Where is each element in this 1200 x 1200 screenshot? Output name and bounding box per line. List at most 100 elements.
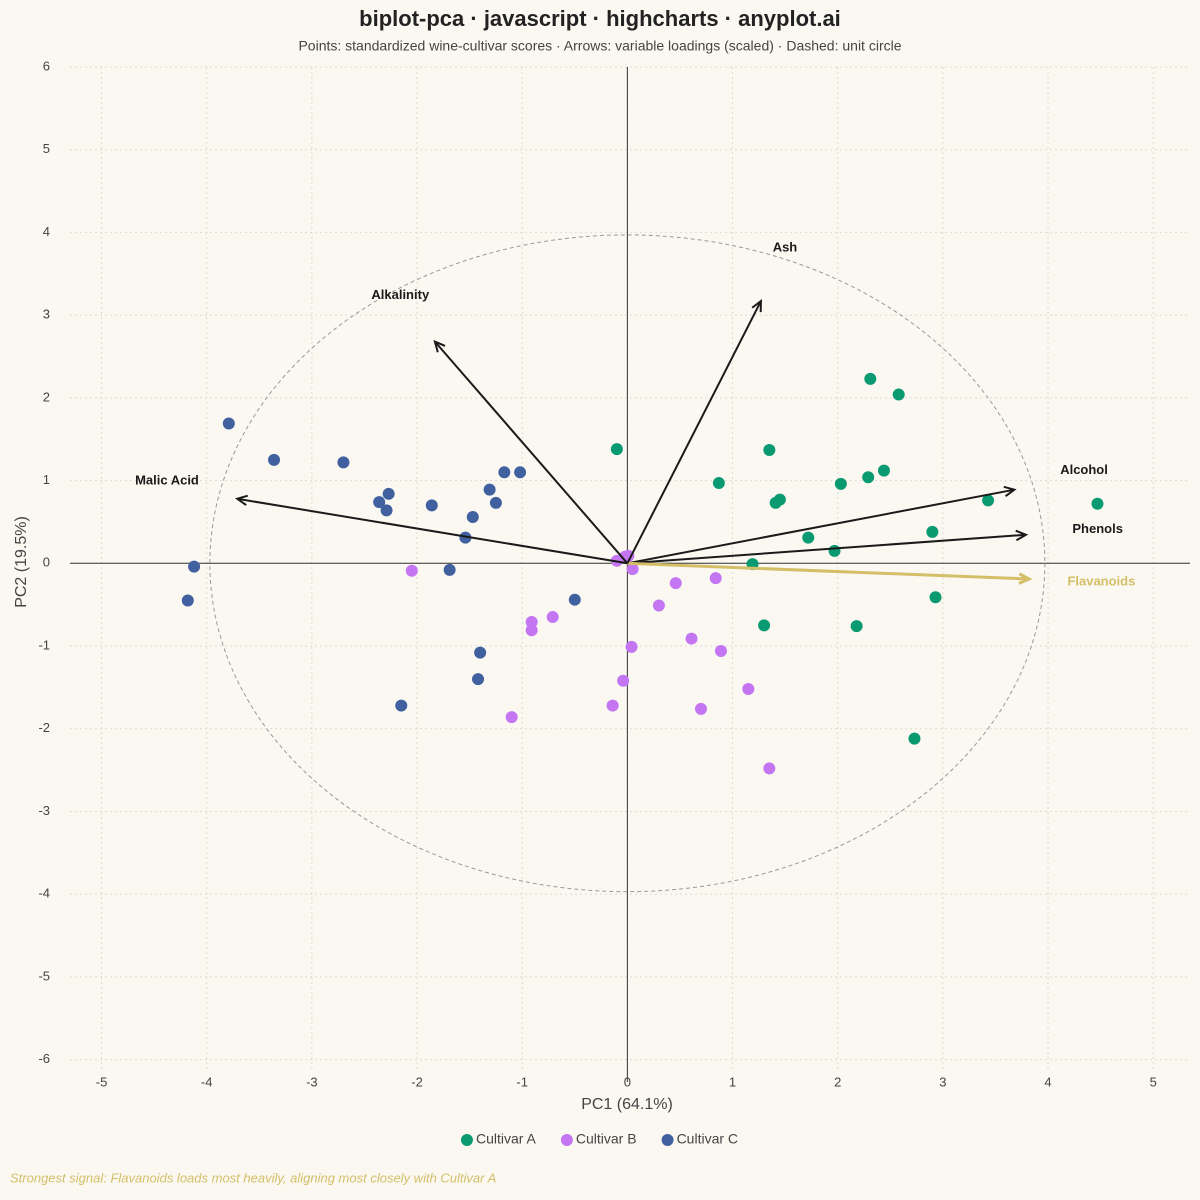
arrow-head [433,339,446,353]
y-tick-label: 2 [43,389,50,404]
legend-marker [661,1134,674,1146]
loading-label: Ash [773,239,798,254]
point [862,471,875,484]
point [709,572,722,585]
y-tick-label: -2 [38,720,50,735]
loading-label: Alcohol [1060,462,1108,477]
legend-label: Cultivar C [677,1131,738,1147]
point [622,549,635,562]
point [828,544,841,557]
point [877,464,890,477]
point [395,699,408,712]
x-tick-label: 4 [1044,1074,1051,1089]
loading-arrow [627,488,1015,565]
point [625,640,638,653]
point [425,499,438,512]
point [802,531,815,544]
point [472,673,485,686]
x-tick-label: -1 [516,1074,528,1089]
point [712,477,725,490]
point [926,525,939,538]
point [850,620,863,633]
point [834,477,847,490]
loading-label: Malic Acid [135,473,199,488]
point [268,453,281,466]
loading-arrow [627,561,1030,581]
arrow-head [1018,572,1033,585]
y-tick-label: 4 [43,224,50,239]
y-tick-label: -6 [38,1051,50,1066]
x-tick-label: 2 [834,1074,841,1089]
chart-subtitle: Points: standardized wine-cultivar score… [298,38,901,54]
legend-marker [460,1134,473,1146]
point [514,466,527,479]
point [382,487,395,500]
y-tick-label: -3 [38,803,50,818]
annotation: Strongest signal: Flavanoids loads most … [10,1170,496,1185]
point [652,599,665,612]
point [763,762,776,775]
arrow-head [234,494,249,506]
x-tick-label: -4 [201,1074,213,1089]
point [525,624,538,637]
chart-title: biplot-pca · javascript · highcharts · a… [359,6,841,31]
arrow-head [751,299,762,313]
loading-arrow [434,340,629,564]
point [188,560,201,573]
point [892,388,905,401]
y-tick-label: -5 [38,968,50,983]
point [459,531,472,544]
x-axis-label: PC1 (64.1%) [581,1096,673,1113]
point [466,510,479,523]
point [405,564,418,577]
point [380,504,393,517]
loading-arrow [627,533,1027,565]
arrow-head [1015,529,1029,542]
point [982,494,995,507]
point [337,456,350,469]
point [568,593,581,606]
point [669,577,682,590]
point [694,702,707,715]
point [181,594,194,607]
point [773,493,786,506]
point [763,443,776,456]
loading-label: Phenols [1072,521,1123,536]
point [908,732,921,745]
y-tick-label: 3 [43,307,50,322]
point [685,632,698,645]
legend-label: Cultivar B [576,1131,637,1147]
point [606,699,619,712]
point [714,644,727,657]
loading-arrow [237,497,628,565]
x-tick-label: 3 [939,1074,946,1089]
legend-item[interactable]: Cultivar A [460,1131,537,1147]
x-tick-label: -5 [96,1074,108,1089]
point [498,466,511,479]
legend-item[interactable]: Cultivar C [661,1131,738,1147]
x-tick-label: -3 [306,1074,318,1089]
loading-arrow [626,300,762,564]
legend-item[interactable]: Cultivar B [560,1131,637,1147]
y-tick-label: -1 [38,637,50,652]
point [546,611,559,624]
point [489,496,502,509]
unit-circle [209,234,1046,893]
x-tick-label: 1 [729,1074,736,1089]
arrow-head [1003,485,1017,498]
point [525,616,538,629]
point [626,563,639,576]
y-tick-label: 0 [43,555,50,570]
y-axis-label: PC2 (19.5%) [13,516,30,608]
legend-marker [560,1134,573,1146]
point [758,619,771,632]
point [929,591,942,604]
y-tick-label: 6 [43,58,50,73]
point [443,563,456,576]
y-tick-label: 1 [43,472,50,487]
x-tick-label: 5 [1150,1074,1157,1089]
point [222,417,235,430]
point [864,372,877,385]
